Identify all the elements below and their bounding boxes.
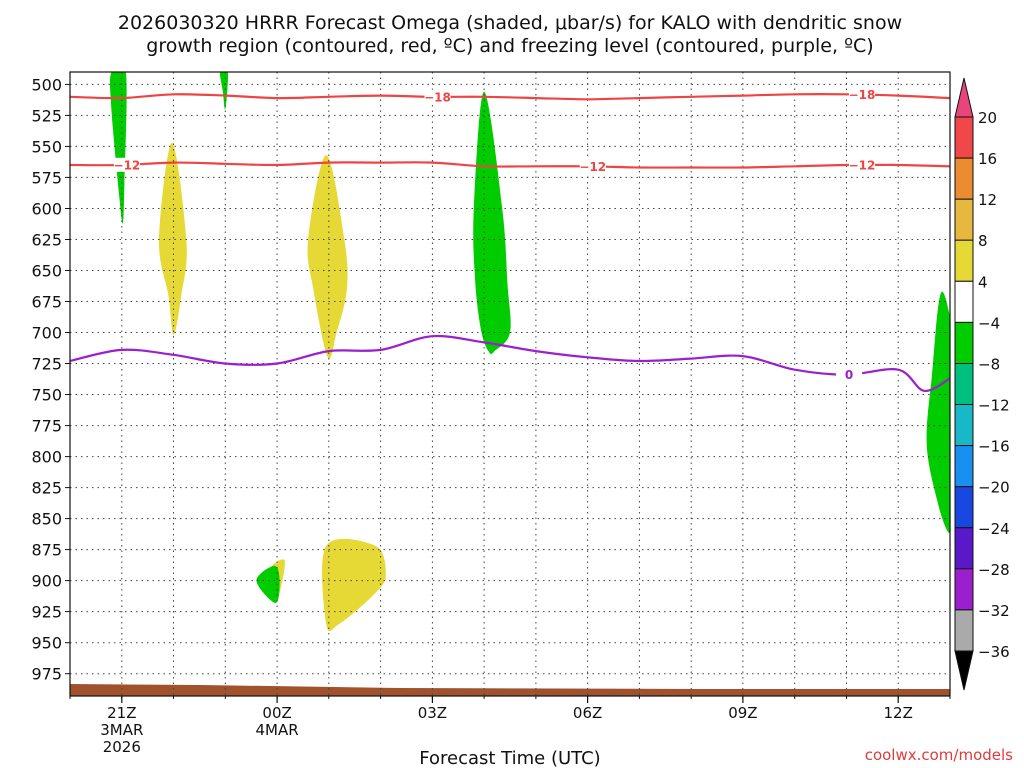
xtick-label: 4MAR [256,721,299,739]
ytick-label-975: 975 [31,665,62,684]
colorbar-tick-label: −28 [978,561,1010,579]
dgz-minus18-label-bg [424,89,451,104]
ytick-label-700: 700 [31,324,62,343]
colorbar-tick-label: 20 [978,109,997,127]
colorbar-swatch [954,157,974,200]
colorbar-swatch [954,363,974,406]
ytick-label-725: 725 [31,355,62,374]
omega-shading [110,72,950,632]
colorbar-top-arrow [954,77,974,118]
omega-green-2 [219,72,229,110]
dgz-minus12-label: −12 [849,159,876,173]
freezing-level-label: 0 [845,368,853,382]
colorbar-bottom-arrow [954,650,974,691]
colorbar-tick-label: −32 [978,602,1010,620]
contour-lines: −18 −18 −12 −12 −12 0 [70,87,950,392]
colorbar-tick-label: −36 [978,643,1010,661]
xtick-label: 12Z [884,704,913,722]
ytick-label-850: 850 [31,510,62,529]
ytick-label-950: 950 [31,634,62,653]
colorbar-swatch [954,609,974,652]
colorbar-tick-label: −16 [978,438,1010,456]
ytick-label-925: 925 [31,603,62,622]
colorbar-tick-label: 12 [978,191,997,209]
colorbar-tick-label: 4 [978,273,988,291]
colorbar-tick-label: −20 [978,479,1010,497]
ytick-label-575: 575 [31,168,62,187]
dgz-minus12-label: −12 [114,158,141,172]
omega-yellow-2 [307,155,348,359]
xtick-label: 3MAR [100,721,143,739]
colorbar-swatch [954,404,974,447]
credit-link[interactable]: coolwx.com/models [865,746,1013,764]
ytick-label-500: 500 [31,75,62,94]
ytick-label-875: 875 [31,541,62,560]
colorbar-swatch [954,321,974,364]
freezing-level-label-bg [836,367,863,382]
ytick-label-525: 525 [31,106,62,125]
colorbar-swatch [954,198,974,241]
title-line-1: 2026030320 HRRR Forecast Omega (shaded, … [118,12,902,34]
colorbar-tick-label: −12 [978,397,1010,415]
dgz-minus12-label-bg [113,157,140,172]
ytick-label-825: 825 [31,479,62,498]
ytick-label-750: 750 [31,386,62,405]
colorbar-swatch [954,280,974,323]
omega-green-5 [256,565,280,603]
dgz-minus18-label: −18 [424,90,451,104]
colorbar-swatch [954,568,974,611]
ytick-label-550: 550 [31,137,62,156]
y-axis: 500 525 550 575 600 625 650 675 700 725 750 775 800 8… [31,75,70,684]
colorbar-swatch [954,527,974,570]
omega-green-1 [110,72,127,224]
xtick-label: 03Z [418,704,447,722]
terrain-fill [70,684,950,696]
colorbar-tick-label: 8 [978,232,988,250]
ytick-label-600: 600 [31,200,62,219]
ytick-label-650: 650 [31,262,62,281]
plot-frame [69,71,951,697]
ytick-label-800: 800 [31,448,62,467]
xtick-label: 21Z [107,704,136,722]
ytick-label-625: 625 [31,231,62,250]
omega-yellow-1 [158,142,187,335]
colorbar-swatch [954,445,974,488]
ytick-label-675: 675 [31,293,62,312]
colorbar-swatch [954,486,974,529]
chart-title: 2026030320 HRRR Forecast Omega (shaded, … [118,12,902,57]
xtick-label: 06Z [573,704,602,722]
colorbar-tick-label: −8 [978,356,1000,374]
ytick-label-775: 775 [31,417,62,436]
dgz-minus12-label-bg [849,158,875,172]
title-line-2: growth region (contoured, red, ºC) and f… [146,35,873,57]
colorbar: 20 16 12 8 4 −4 −8 −12 −16 −20 −24 −28 −32 −36 [954,77,1010,691]
dgz-minus18-line [70,93,950,101]
colorbar-swatch [954,116,974,159]
xtick-label: 00Z [262,704,291,722]
colorbar-tick-label: −4 [978,314,1000,332]
xtick-label: 09Z [728,704,757,722]
ytick-label-900: 900 [31,572,62,591]
colorbar-tick-label: −24 [978,520,1010,538]
terrain-ground [70,684,950,696]
dgz-minus12-line [70,161,950,169]
dgz-minus18-label-bg [849,87,875,102]
gridlines [70,72,951,696]
xtick-label: 2026 [103,738,141,756]
x-axis-label: Forecast Time (UTC) [419,748,600,768]
colorbar-swatch [954,239,974,282]
dgz-minus18-label: −18 [849,88,876,102]
dgz-minus12-label-bg [579,159,606,174]
dgz-minus12-label: −12 [579,160,606,174]
omega-green-3 [473,91,511,355]
omega-green-4 [926,291,950,533]
colorbar-tick-label: 16 [978,150,997,168]
omega-yellow-5 [322,538,386,632]
